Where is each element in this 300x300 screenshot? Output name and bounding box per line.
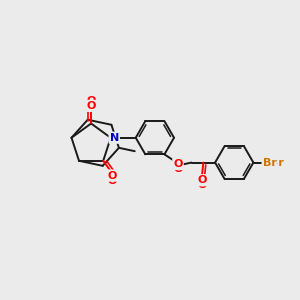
Text: O: O (86, 101, 96, 111)
Text: O: O (197, 180, 206, 190)
Text: O: O (173, 159, 183, 169)
Text: O: O (173, 164, 183, 174)
Text: O: O (107, 176, 117, 185)
Text: N: N (110, 133, 119, 143)
Text: N: N (110, 133, 119, 143)
Text: O: O (197, 175, 206, 185)
Text: O: O (107, 170, 117, 181)
Text: Br: Br (262, 158, 277, 168)
Text: Br: Br (270, 158, 283, 168)
Text: O: O (86, 96, 96, 106)
